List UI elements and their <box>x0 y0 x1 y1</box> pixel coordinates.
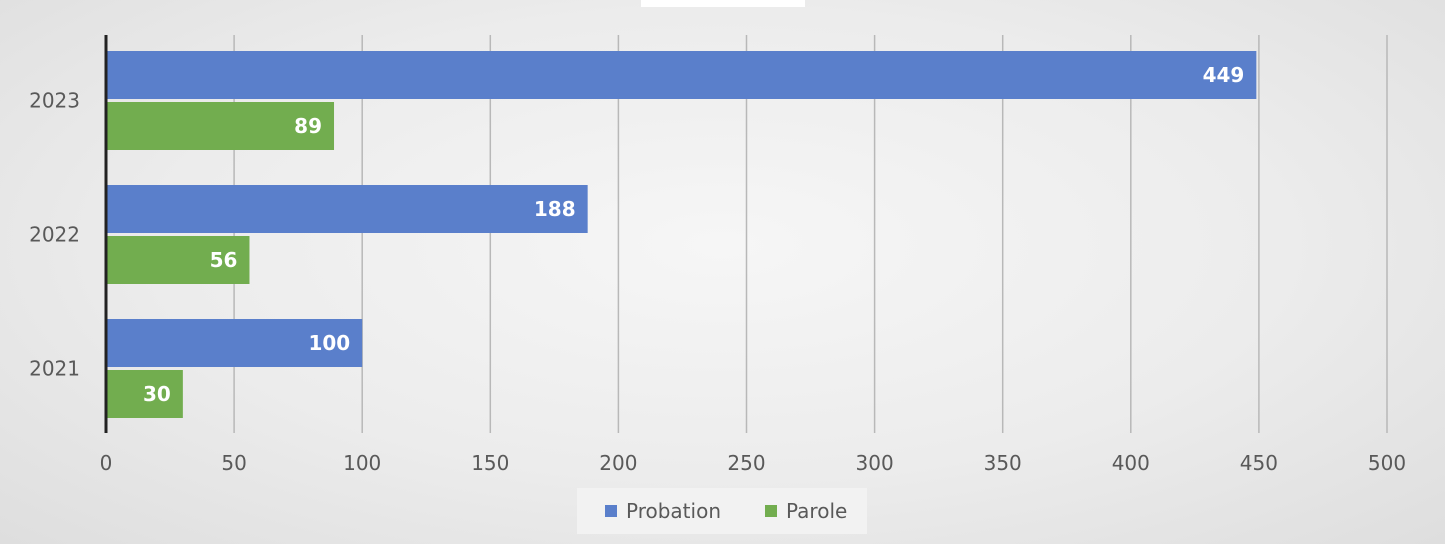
y-tick-label: 2023 <box>29 89 80 113</box>
legend-swatch-probation <box>605 505 617 517</box>
data-label: 188 <box>534 197 576 221</box>
bar-probation-2022 <box>106 185 588 233</box>
bar-parole-2021 <box>106 370 183 418</box>
x-tick-label: 200 <box>599 451 637 475</box>
y-tick-label: 2021 <box>29 357 80 381</box>
legend-box <box>577 488 867 534</box>
x-tick-label: 450 <box>1240 451 1278 475</box>
bar-probation-2021 <box>106 319 363 367</box>
x-tick-label: 400 <box>1112 451 1150 475</box>
y-tick-label: 2022 <box>29 223 80 247</box>
x-tick-label: 0 <box>100 451 113 475</box>
legend-swatch-parole <box>765 505 777 517</box>
x-tick-label: 100 <box>343 451 381 475</box>
legend-label-probation: Probation <box>626 499 721 523</box>
x-tick-label: 250 <box>727 451 765 475</box>
bar-parole-2022 <box>106 236 250 284</box>
x-tick-label: 150 <box>471 451 509 475</box>
data-label: 100 <box>308 331 350 355</box>
legend-label-parole: Parole <box>786 499 847 523</box>
data-label: 89 <box>294 114 322 138</box>
x-tick-label: 500 <box>1368 451 1406 475</box>
x-tick-label: 300 <box>856 451 894 475</box>
data-label: 56 <box>210 248 238 272</box>
data-label: 449 <box>1203 63 1245 87</box>
bar-parole-2023 <box>106 102 335 150</box>
chart-title-box <box>641 0 805 7</box>
x-tick-label: 50 <box>221 451 246 475</box>
data-label: 30 <box>143 382 171 406</box>
x-tick-label: 350 <box>984 451 1022 475</box>
bar-probation-2023 <box>106 51 1257 99</box>
